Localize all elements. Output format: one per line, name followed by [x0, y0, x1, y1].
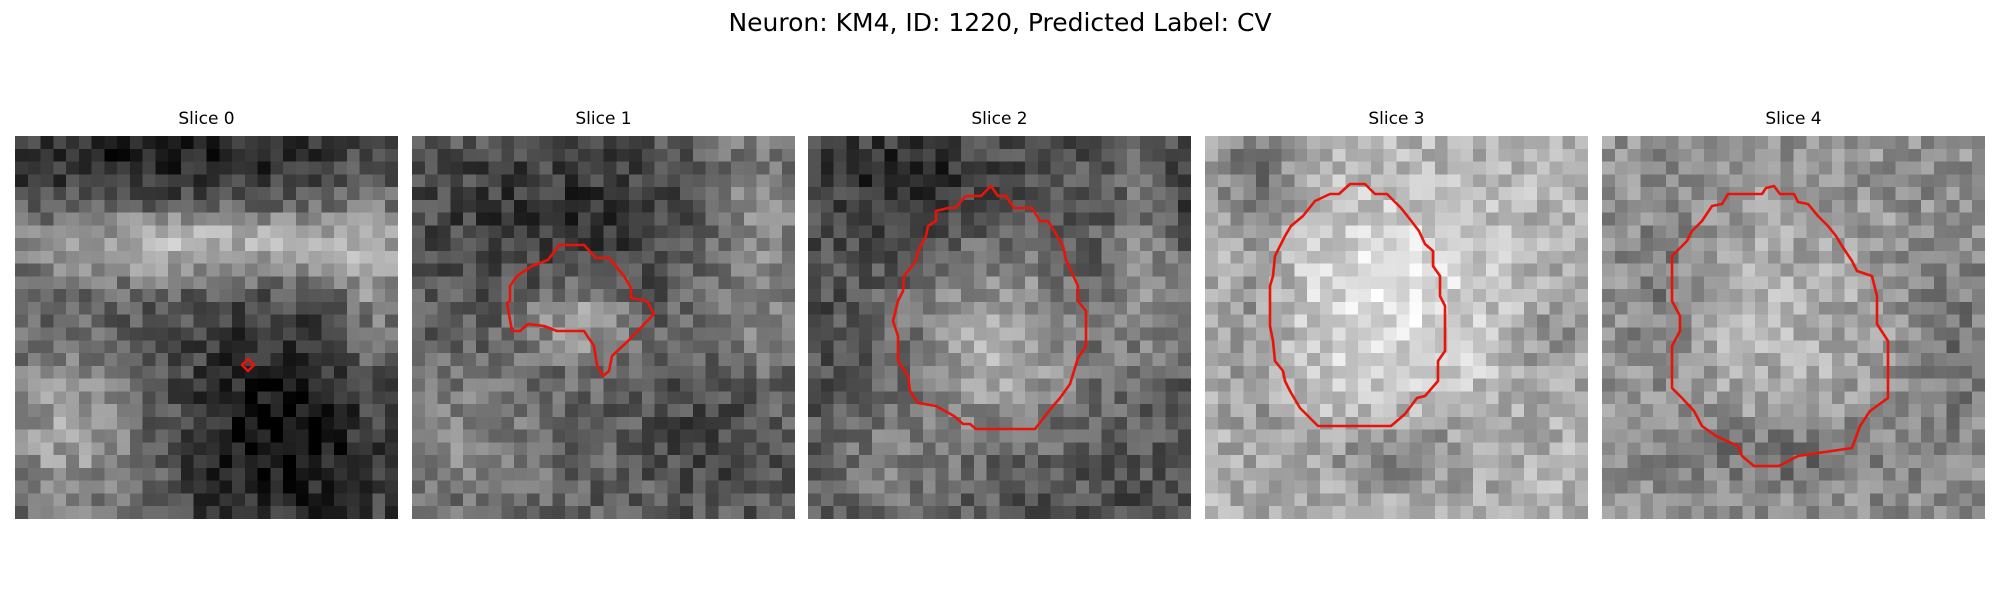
- slice-panel-0: Slice 0: [15, 108, 398, 519]
- slice-image: [808, 136, 1191, 519]
- slice-image: [1205, 136, 1588, 519]
- slice-image: [1602, 136, 1985, 519]
- slice-panel-1: Slice 1: [412, 108, 795, 519]
- slice-panel-4: Slice 4: [1602, 108, 1985, 519]
- cell-contour: [505, 243, 656, 378]
- slice-pixels: [1205, 136, 1588, 519]
- slice-pixels: [15, 136, 398, 519]
- slice-title: Slice 4: [1765, 109, 1822, 129]
- slice-panel-3: Slice 3: [1205, 108, 1588, 519]
- figure-title: Neuron: KM4, ID: 1220, Predicted Label: …: [728, 8, 1272, 37]
- slice-title: Slice 2: [971, 109, 1028, 129]
- slice-title: Slice 0: [178, 109, 235, 129]
- slice-image: [15, 136, 398, 519]
- slice-title: Slice 1: [575, 109, 632, 129]
- slice-title: Slice 3: [1368, 109, 1425, 129]
- cell-contour: [240, 357, 256, 373]
- slice-pixels: [412, 136, 795, 519]
- slice-pixels: [808, 136, 1191, 519]
- cell-contour: [1268, 182, 1447, 428]
- slice-pixels: [1602, 136, 1985, 519]
- slice-image: [412, 136, 795, 519]
- cell-contour: [891, 184, 1088, 431]
- slice-panel-2: Slice 2: [808, 108, 1191, 519]
- cell-contour: [1670, 184, 1890, 468]
